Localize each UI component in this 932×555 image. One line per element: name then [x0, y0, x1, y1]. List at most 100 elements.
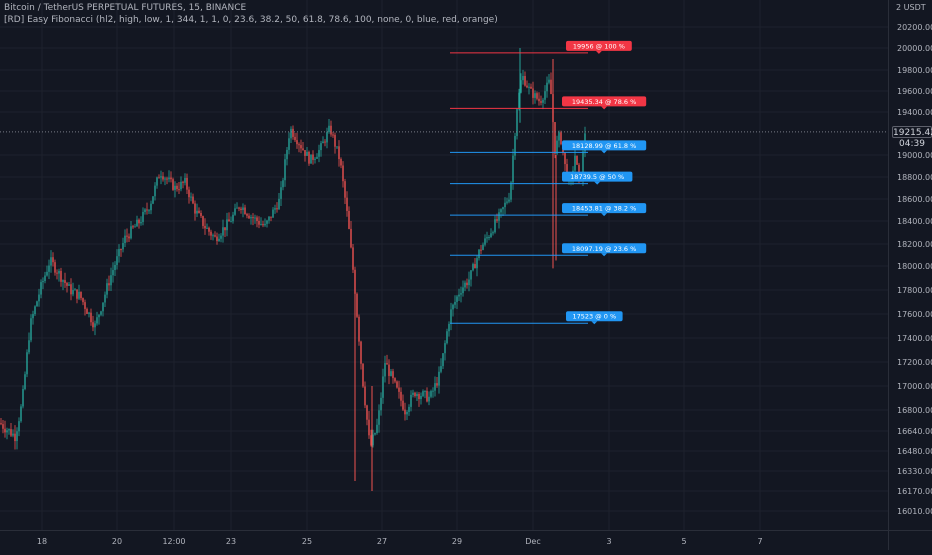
- candle-body: [314, 158, 316, 160]
- candle-body: [394, 378, 396, 382]
- price-tick-label: 17000.00: [897, 382, 932, 391]
- candle-body: [542, 99, 544, 103]
- candle-body: [400, 391, 402, 401]
- candle-body: [14, 433, 16, 442]
- candle-body: [62, 280, 64, 282]
- candle-body: [420, 395, 422, 399]
- candle-body: [486, 237, 488, 239]
- fib-level-text: 18739.5 @ 50 %: [570, 173, 624, 181]
- candle-body: [430, 391, 432, 397]
- candle-body: [134, 226, 136, 228]
- candle-body: [124, 235, 126, 244]
- candle-body: [100, 311, 102, 315]
- price-chart[interactable]: 19956 @ 100 % 19435.34 @ 78.6 % 18128.99 @…: [0, 0, 888, 530]
- candle-body: [336, 146, 338, 148]
- candle-body: [390, 371, 392, 376]
- candle-body: [40, 282, 42, 295]
- candle-body: [256, 217, 258, 221]
- currency-label[interactable]: 2 USDT: [896, 3, 926, 12]
- candle-body: [582, 151, 584, 181]
- candle-body: [192, 196, 194, 204]
- candle-body: [232, 214, 234, 222]
- candle-body: [178, 189, 180, 191]
- fib-level-text: 17523 @ 0 %: [572, 313, 616, 321]
- time-tick-label: 27: [377, 537, 387, 546]
- candle-body: [0, 423, 2, 425]
- candle-body: [258, 220, 260, 225]
- fib-level-label: 18739.5 @ 50 %: [562, 171, 633, 185]
- candle-body: [340, 159, 342, 166]
- candle-body: [532, 88, 534, 98]
- candle-body: [184, 177, 186, 183]
- candle-body: [200, 212, 202, 217]
- candle-body: [198, 210, 200, 213]
- candle-body: [270, 216, 272, 218]
- candle-body: [90, 312, 92, 323]
- price-tick-label: 18600.00: [897, 195, 932, 204]
- candle-body: [392, 371, 394, 379]
- time-tick-label: 3: [606, 537, 611, 546]
- time-tick-label: 25: [302, 537, 312, 546]
- candle-body: [168, 177, 170, 180]
- price-tick-label: 16640.00: [897, 427, 932, 436]
- candle-body: [122, 243, 124, 250]
- candle-body: [170, 177, 172, 180]
- candle-body: [70, 284, 72, 295]
- fib-level-text: 18128.99 @ 61.8 %: [572, 142, 636, 150]
- candle-body: [298, 144, 300, 146]
- candle-body: [344, 181, 346, 198]
- candle-body: [334, 134, 336, 147]
- symbol-legend[interactable]: Bitcoin / TetherUS PERPETUAL FUTURES, 15…: [4, 3, 247, 13]
- candle-body: [414, 392, 416, 397]
- candle-body: [58, 270, 60, 274]
- indicator-legend[interactable]: [RD] Easy Fibonacci (hl2, high, low, 1, …: [4, 15, 498, 25]
- price-tick-label: 16170.00: [897, 487, 932, 496]
- time-axis[interactable]: 18 20 12:00 23 25 27 29 Dec 3 5 7: [0, 530, 888, 550]
- candle-body: [370, 435, 372, 446]
- candle-body: [356, 293, 358, 317]
- candle-body: [160, 176, 162, 178]
- candle-body: [38, 294, 40, 302]
- time-axis-labels: 18 20 12:00 23 25 27 29 Dec 3 5 7: [37, 537, 763, 546]
- candle-body: [288, 138, 290, 150]
- candle-body: [6, 430, 8, 433]
- candle-body: [410, 394, 412, 407]
- candle-body: [68, 284, 70, 286]
- candle-body: [506, 201, 508, 203]
- candle-body: [512, 155, 514, 183]
- candle-body: [86, 308, 88, 314]
- candle-body: [176, 185, 178, 190]
- candle-body: [504, 202, 506, 208]
- candle-body: [42, 281, 44, 283]
- time-tick-label: 23: [226, 537, 236, 546]
- candle-body: [560, 132, 562, 145]
- candle-body: [166, 178, 168, 180]
- candle-body: [526, 85, 528, 88]
- candle-body: [36, 301, 38, 307]
- price-axis[interactable]: 20200.00 20000.00 19800.00 19600.00 19400.00…: [888, 0, 932, 530]
- candle-body: [556, 140, 558, 154]
- candle-body: [330, 125, 332, 135]
- chart-area[interactable]: 19956 @ 100 % 19435.34 @ 78.6 % 18128.99 @…: [0, 0, 888, 530]
- candle-body: [78, 291, 80, 299]
- candle-body: [244, 207, 246, 215]
- candle-body: [202, 216, 204, 226]
- candle-body: [482, 244, 484, 250]
- candle-body: [138, 219, 140, 224]
- candle-body: [150, 203, 152, 211]
- candle-body: [154, 185, 156, 197]
- candle-body: [188, 189, 190, 198]
- fib-level-label: 17523 @ 0 %: [566, 311, 623, 325]
- candle-body: [126, 235, 128, 237]
- candle-body: [32, 314, 34, 319]
- candle-body: [240, 208, 242, 210]
- candle-body: [92, 322, 94, 328]
- candle-body: [84, 302, 86, 309]
- candle-body: [194, 203, 196, 214]
- candle-body: [52, 257, 54, 263]
- candle-body: [426, 390, 428, 402]
- candle-body: [98, 314, 100, 318]
- price-tick-label: 18800.00: [897, 173, 932, 182]
- candle-body: [282, 180, 284, 188]
- time-tick-label: 12:00: [162, 537, 185, 546]
